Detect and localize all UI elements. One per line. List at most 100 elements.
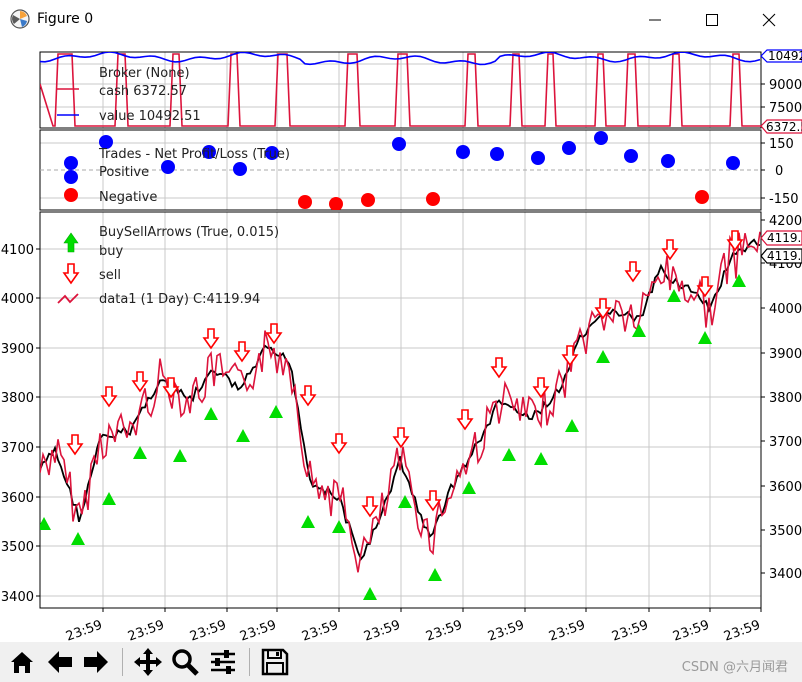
buy-marker	[363, 587, 377, 600]
negative-trade-point	[695, 190, 709, 204]
figure-canvas[interactable]: Broker (None) cash 6372.57 value 10492.5…	[0, 40, 802, 642]
buy-marker	[173, 449, 187, 462]
sell-marker	[233, 341, 251, 363]
buy-marker	[301, 515, 315, 528]
price-legend-sell: sell	[99, 268, 121, 283]
sell-marker	[299, 385, 317, 407]
left-tick-label: 4100	[1, 243, 34, 258]
sell-marker	[424, 490, 442, 512]
buy-marker	[534, 452, 548, 465]
left-tick-label: 3900	[1, 342, 34, 357]
positive-trade-point	[490, 147, 504, 161]
negative-trade-point	[361, 193, 375, 207]
forward-arrow-icon[interactable]	[80, 646, 112, 678]
sell-marker	[265, 323, 283, 345]
close-price-tag-2: 4119.94	[760, 248, 802, 264]
buy-marker	[204, 407, 218, 420]
right-tick-label: 3500	[769, 524, 802, 539]
price-x-axis: 23:59 23:59 23:59 23:59 23:59 23:59 23:59 23:59…	[64, 608, 762, 642]
price-left-axis: 4100 4000 3900 3800 3700 3600 3500 3400	[1, 243, 40, 605]
sell-marker	[624, 261, 642, 283]
x-tick-label: 23:59	[671, 618, 711, 642]
positive-trade-point	[202, 145, 216, 159]
x-tick-label: 23:59	[188, 618, 228, 642]
sell-marker	[392, 427, 410, 449]
left-tick-label: 3700	[1, 441, 34, 456]
zoom-icon[interactable]	[169, 646, 201, 678]
left-tick-label: 3500	[1, 540, 34, 555]
broker-legend-value: value 10492.51	[99, 109, 201, 124]
x-tick-label: 23:59	[486, 618, 526, 642]
price-legend: BuySellArrows (True, 0.015) buy sell dat…	[57, 225, 279, 307]
sell-marker	[532, 377, 550, 399]
svg-text:4119.94: 4119.94	[767, 249, 802, 263]
trades-legend: Trades - Net Profit/Loss (True) Positive…	[64, 147, 290, 205]
broker-legend-cash: cash 6372.57	[99, 84, 187, 99]
buy-marker	[133, 446, 147, 459]
configure-icon[interactable]	[207, 646, 239, 678]
minimize-button[interactable]	[632, 0, 678, 40]
sell-marker	[361, 496, 379, 518]
trades-tick-150: 150	[769, 137, 794, 152]
x-tick-label: 23:59	[424, 618, 464, 642]
broker-value-tag: 10492.51	[760, 49, 802, 63]
negative-trade-point	[329, 197, 343, 210]
sell-marker	[131, 371, 149, 393]
window-title: Figure 0	[37, 11, 94, 27]
sell-marker	[594, 298, 612, 320]
broker-value-line	[40, 52, 761, 66]
sell-marker	[726, 230, 744, 252]
x-tick-label: 23:59	[126, 618, 166, 642]
home-icon[interactable]	[6, 646, 38, 678]
right-tick-label: 3900	[769, 347, 802, 362]
trades-tick-minus150: -150	[769, 192, 799, 207]
trades-legend-title: Trades - Net Profit/Loss (True)	[98, 147, 290, 162]
positive-trade-point	[562, 141, 576, 155]
left-tick-label: 3400	[1, 590, 34, 605]
sell-marker	[661, 239, 679, 261]
broker-legend-title: Broker (None)	[99, 66, 190, 81]
trades-subplot: Trades - Net Profit/Loss (True) Positive…	[39, 129, 799, 211]
back-arrow-icon[interactable]	[44, 646, 76, 678]
right-tick-label: 3700	[769, 435, 802, 450]
right-tick-label: 3400	[769, 567, 802, 582]
positive-trade-point	[64, 156, 78, 170]
buy-marker	[236, 429, 250, 442]
buy-marker	[462, 481, 476, 494]
right-tick-label: 4200	[769, 214, 802, 229]
positive-trade-point	[456, 145, 470, 159]
sell-marker	[696, 276, 714, 298]
broker-cash-tag: 6372.57	[760, 119, 802, 134]
positive-trade-point	[594, 131, 608, 145]
buy-marker	[269, 405, 283, 418]
buy-marker	[40, 517, 51, 530]
broker-subplot: Broker (None) cash 6372.57 value 10492.5…	[39, 49, 802, 134]
positive-trade-point	[392, 137, 406, 151]
pan-icon[interactable]	[132, 646, 164, 678]
save-icon[interactable]	[259, 646, 291, 678]
buy-marker	[428, 568, 442, 581]
x-tick-label: 23:59	[64, 618, 104, 642]
window-titlebar: Figure 0	[0, 0, 802, 40]
maximize-button[interactable]	[689, 0, 735, 40]
sell-marker	[66, 434, 84, 456]
buy-marker	[698, 331, 712, 344]
positive-trade-point	[661, 154, 675, 168]
x-tick-label: 23:59	[238, 618, 278, 642]
broker-legend: Broker (None) cash 6372.57 value 10492.5…	[57, 66, 201, 124]
sell-marker	[100, 386, 118, 408]
sell-marker	[490, 357, 508, 379]
buy-marker	[71, 532, 85, 545]
buy-marker	[332, 520, 346, 533]
svg-text:10492.51: 10492.51	[768, 49, 802, 63]
trades-legend-positive: Positive	[99, 165, 149, 180]
buy-marker	[632, 324, 646, 337]
x-tick-label: 23:59	[547, 618, 587, 642]
buy-marker	[565, 419, 579, 432]
left-tick-label: 3600	[1, 491, 34, 506]
positive-trade-point	[726, 156, 740, 170]
close-button[interactable]	[746, 0, 792, 40]
broker-cash-line	[40, 53, 761, 127]
negative-trade-point	[298, 195, 312, 209]
